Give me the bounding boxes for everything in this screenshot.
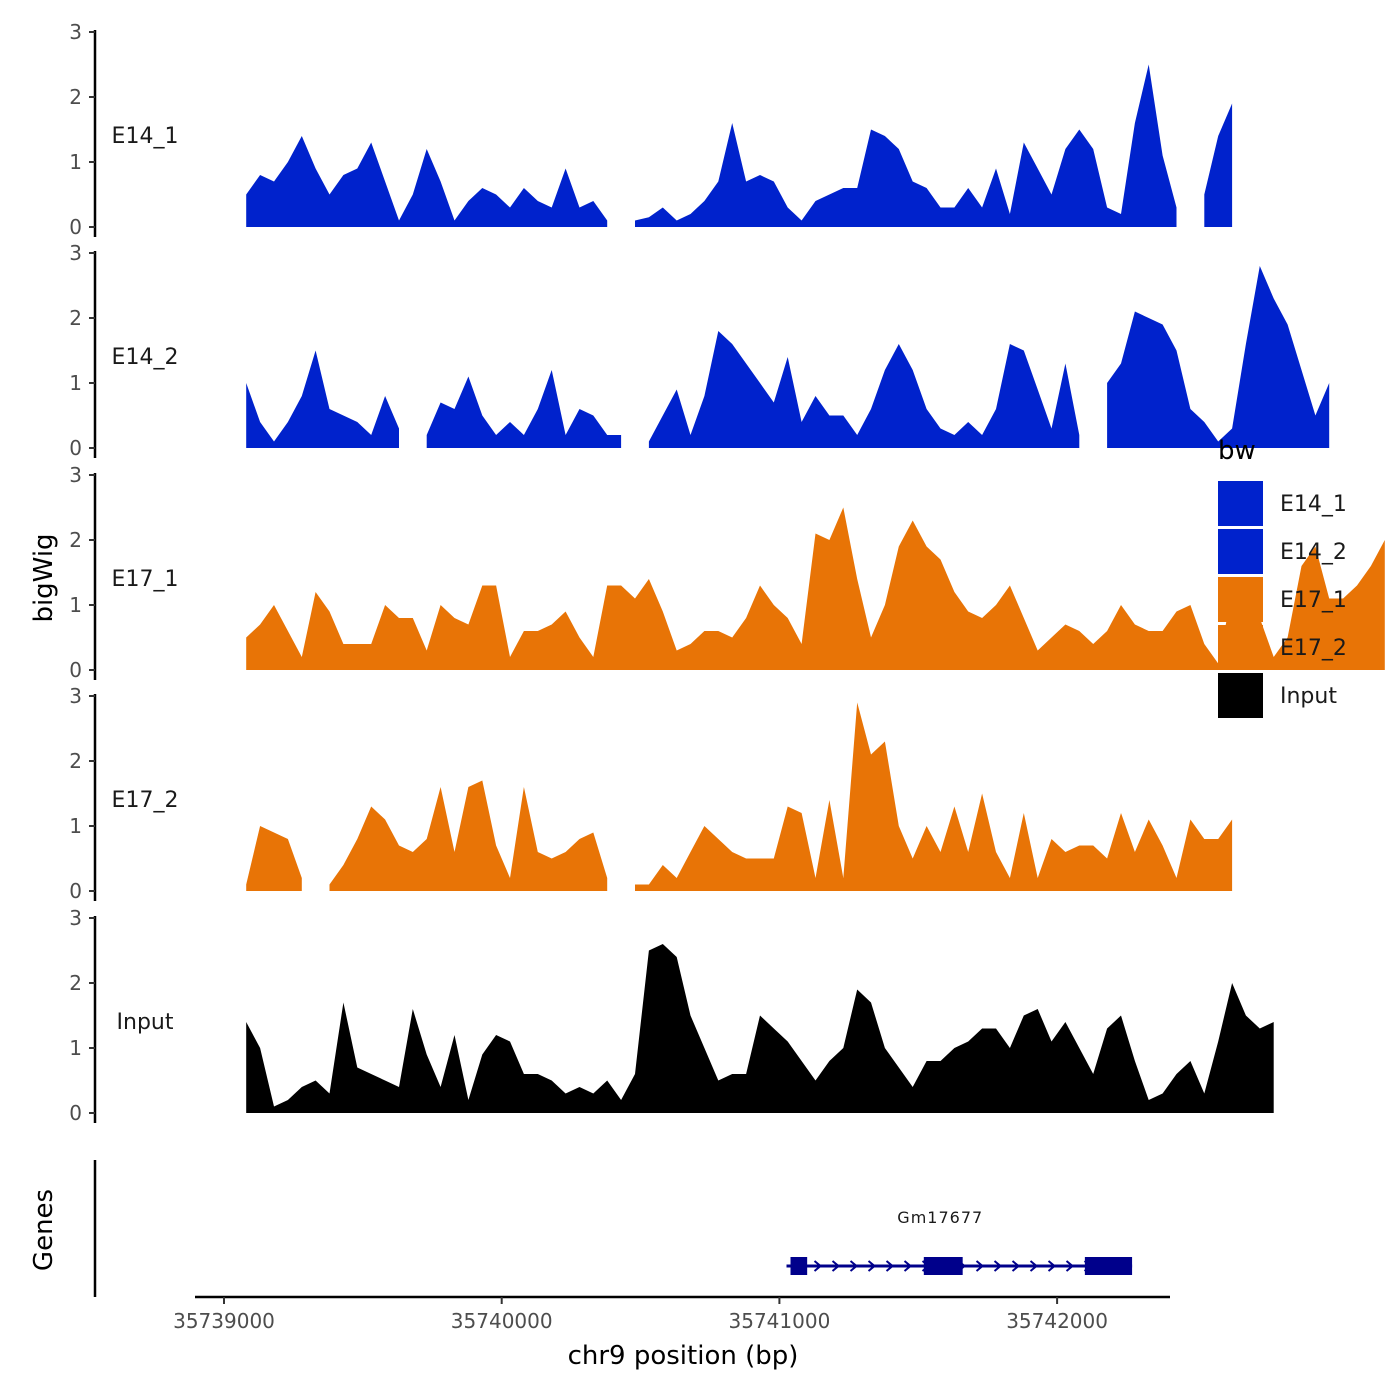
strand-arrow xyxy=(813,1260,823,1272)
gene-exon-2 xyxy=(923,1257,963,1275)
legend-item-E14_1: E14_1 xyxy=(1218,481,1347,526)
legend-item-Input: Input xyxy=(1218,673,1337,718)
legend-label-E14_1: E14_1 xyxy=(1280,492,1347,517)
legend-swatch-Input xyxy=(1218,673,1263,718)
y-tick-label: 2 xyxy=(69,85,82,109)
y-tick-label: 3 xyxy=(69,906,82,930)
legend-swatch-E17_2 xyxy=(1218,625,1263,670)
track-label-E14_2: E14_2 xyxy=(112,345,179,370)
x-axis: 35739000 35740000 35741000 35742000 xyxy=(173,1295,1170,1333)
strand-arrow xyxy=(1029,1260,1039,1272)
y-tick-label: 1 xyxy=(69,371,82,395)
legend-item-E14_2: E14_2 xyxy=(1218,529,1347,574)
legend-swatch-E14_1 xyxy=(1218,481,1263,526)
area-E14_1-2 xyxy=(1204,103,1233,227)
y-tick-label: 3 xyxy=(69,20,82,44)
area-Input-0 xyxy=(246,944,1274,1113)
y-tick-label: 1 xyxy=(69,1036,82,1060)
gene-Gm17677: Gm17677 xyxy=(786,1208,1133,1275)
x-tick-label: 35739000 xyxy=(173,1309,275,1333)
y-tick-label: 2 xyxy=(69,749,82,773)
y-tick-label: 1 xyxy=(69,150,82,174)
area-E14_2-0 xyxy=(246,350,399,448)
legend-swatch-E17_1 xyxy=(1218,577,1263,622)
x-axis-title: chr9 position (bp) xyxy=(568,1341,799,1371)
y-tick-label: 1 xyxy=(69,814,82,838)
strand-arrow xyxy=(831,1260,841,1272)
y-tick-label: 2 xyxy=(69,528,82,552)
area-E17_2-0 xyxy=(246,826,302,891)
y-tick-label: 0 xyxy=(69,436,82,460)
signal-tracks: 0 1 2 3 E14_1 0 1 2 3 E14_2 0 1 2 3 E17_1 0 1 2 3 E17_2 0 1 2 3… xyxy=(69,20,1385,1125)
area-E17_1-0 xyxy=(246,507,1385,670)
y-axis-title: bigWig xyxy=(29,533,59,622)
legend-item-E17_1: E17_1 xyxy=(1218,577,1347,622)
gene-exon-1 xyxy=(790,1257,808,1275)
legend-label-E17_1: E17_1 xyxy=(1280,588,1347,613)
y-tick-label: 3 xyxy=(69,684,82,708)
legend-label-E14_2: E14_2 xyxy=(1280,540,1347,565)
legend-swatch-E14_2 xyxy=(1218,529,1263,574)
strand-arrow xyxy=(1065,1260,1075,1272)
x-tick-label: 35741000 xyxy=(729,1309,831,1333)
area-E14_2-2 xyxy=(648,331,1080,448)
genes-panel: Gm17677 xyxy=(93,1160,1133,1297)
strand-arrow xyxy=(993,1260,1003,1272)
legend-label-Input: Input xyxy=(1280,684,1337,709)
track-label-E17_1: E17_1 xyxy=(112,567,179,592)
strand-arrow xyxy=(1047,1260,1057,1272)
y-tick-label: 2 xyxy=(69,306,82,330)
legend-title: bw xyxy=(1218,436,1256,466)
y-tick-label: 0 xyxy=(69,879,82,903)
y-tick-label: 3 xyxy=(69,463,82,487)
track-label-E14_1: E14_1 xyxy=(112,124,179,149)
strand-arrow xyxy=(867,1260,877,1272)
area-E17_2-1 xyxy=(329,780,608,891)
strand-arrow xyxy=(1011,1260,1021,1272)
track-E17_1: 0 1 2 3 E17_1 xyxy=(69,463,1385,682)
y-tick-label: 0 xyxy=(69,215,82,239)
area-E14_1-1 xyxy=(635,64,1177,227)
genes-axis-title: Genes xyxy=(29,1189,59,1271)
area-E17_2-2 xyxy=(635,702,1233,891)
strand-arrow xyxy=(885,1260,895,1272)
legend-label-E17_2: E17_2 xyxy=(1280,636,1347,661)
track-E17_2: 0 1 2 3 E17_2 xyxy=(69,684,1233,903)
area-E14_2-1 xyxy=(426,370,622,448)
y-tick-label: 1 xyxy=(69,593,82,617)
y-tick-label: 3 xyxy=(69,241,82,265)
legend: bw E14_1 E14_2 E17_1 E17_2 Input xyxy=(1218,436,1347,718)
strand-arrow xyxy=(903,1260,913,1272)
track-label-E17_2: E17_2 xyxy=(112,788,179,813)
track-E14_1: 0 1 2 3 E14_1 xyxy=(69,20,1233,239)
legend-item-E17_2: E17_2 xyxy=(1218,625,1347,670)
y-tick-label: 2 xyxy=(69,971,82,995)
y-tick-label: 0 xyxy=(69,1101,82,1125)
area-E14_1-0 xyxy=(246,136,608,227)
track-Input: 0 1 2 3 Input xyxy=(69,906,1274,1125)
x-tick-label: 35742000 xyxy=(1006,1309,1108,1333)
gene-label: Gm17677 xyxy=(897,1208,983,1227)
track-E14_2: 0 1 2 3 E14_2 xyxy=(69,241,1330,460)
track-label-Input: Input xyxy=(117,1010,174,1035)
strand-arrow xyxy=(975,1260,985,1272)
gene-exon-3 xyxy=(1084,1257,1133,1275)
area-E14_2-3 xyxy=(1107,266,1330,448)
y-tick-label: 0 xyxy=(69,658,82,682)
strand-arrow xyxy=(849,1260,859,1272)
x-tick-label: 35740000 xyxy=(451,1309,553,1333)
